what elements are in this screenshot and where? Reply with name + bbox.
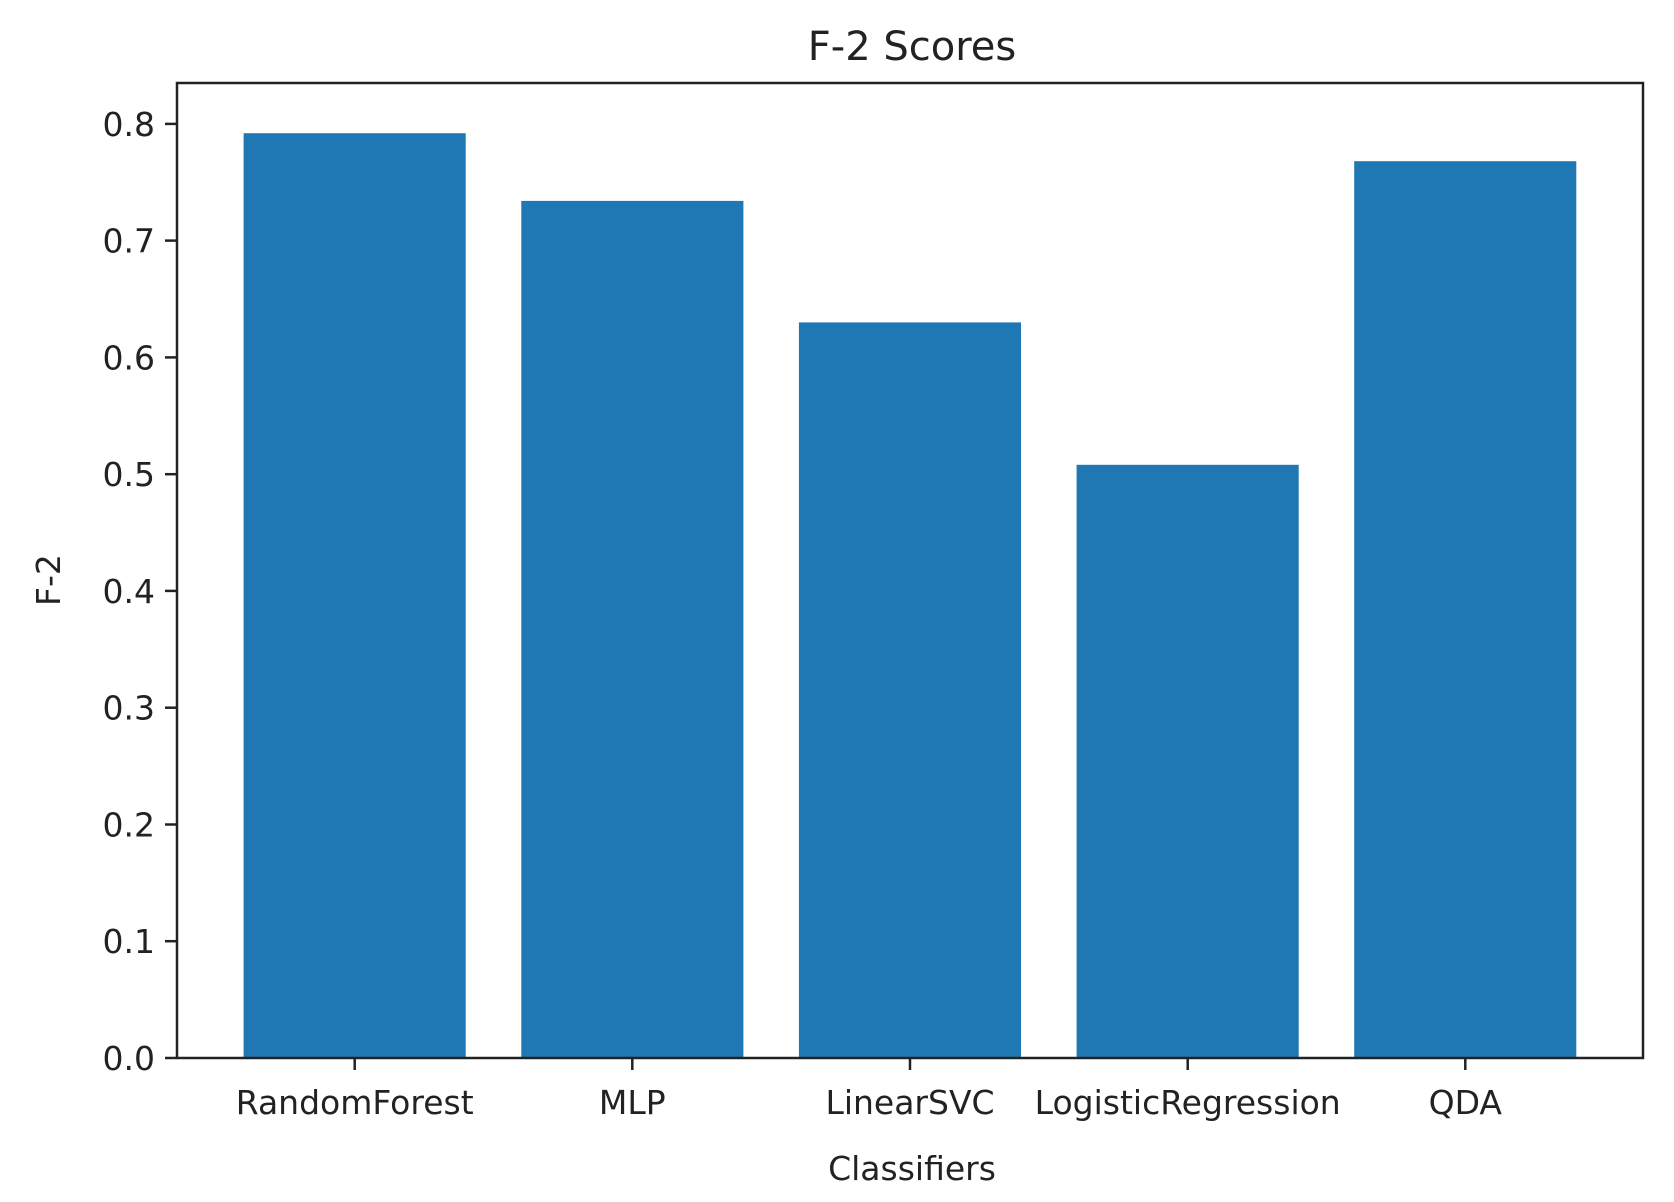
y-axis: 0.0 0.1 0.2 0.3 0.4 0.5 0.6 0.7 0.8 [103, 105, 177, 1078]
x-tick-label: QDA [1429, 1083, 1503, 1122]
x-tick-label: LinearSVC [825, 1083, 994, 1122]
x-tick-label: MLP [599, 1083, 666, 1122]
bar-qda [1354, 161, 1577, 1058]
y-tick-label: 0.6 [103, 338, 155, 377]
y-tick-label: 0.0 [103, 1039, 155, 1078]
y-tick-label: 0.2 [103, 806, 155, 845]
plot-frame [175, 81, 1645, 1060]
y-tick-label: 0.5 [103, 455, 155, 494]
x-tick-label: RandomForest [236, 1083, 474, 1122]
y-tick-label: 0.4 [103, 572, 155, 611]
x-axis-label: Classifiers [828, 1149, 996, 1188]
bar-logisticregression [1076, 464, 1299, 1058]
bar-mlp [521, 200, 744, 1058]
bar-randomforest [243, 133, 466, 1058]
y-tick-label: 0.1 [103, 922, 155, 961]
y-tick-label: 0.7 [103, 222, 155, 261]
x-tick-label: LogisticRegression [1035, 1083, 1341, 1122]
bars-group [243, 133, 1577, 1058]
y-tick-label: 0.8 [103, 105, 155, 144]
bar-linearsvc [798, 322, 1021, 1058]
chart-title: F-2 Scores [808, 24, 1016, 70]
x-axis: RandomForest MLP LinearSVC LogisticRegressi… [236, 1058, 1503, 1122]
y-tick-label: 0.3 [103, 689, 155, 728]
y-axis-label: F-2 [29, 554, 68, 606]
